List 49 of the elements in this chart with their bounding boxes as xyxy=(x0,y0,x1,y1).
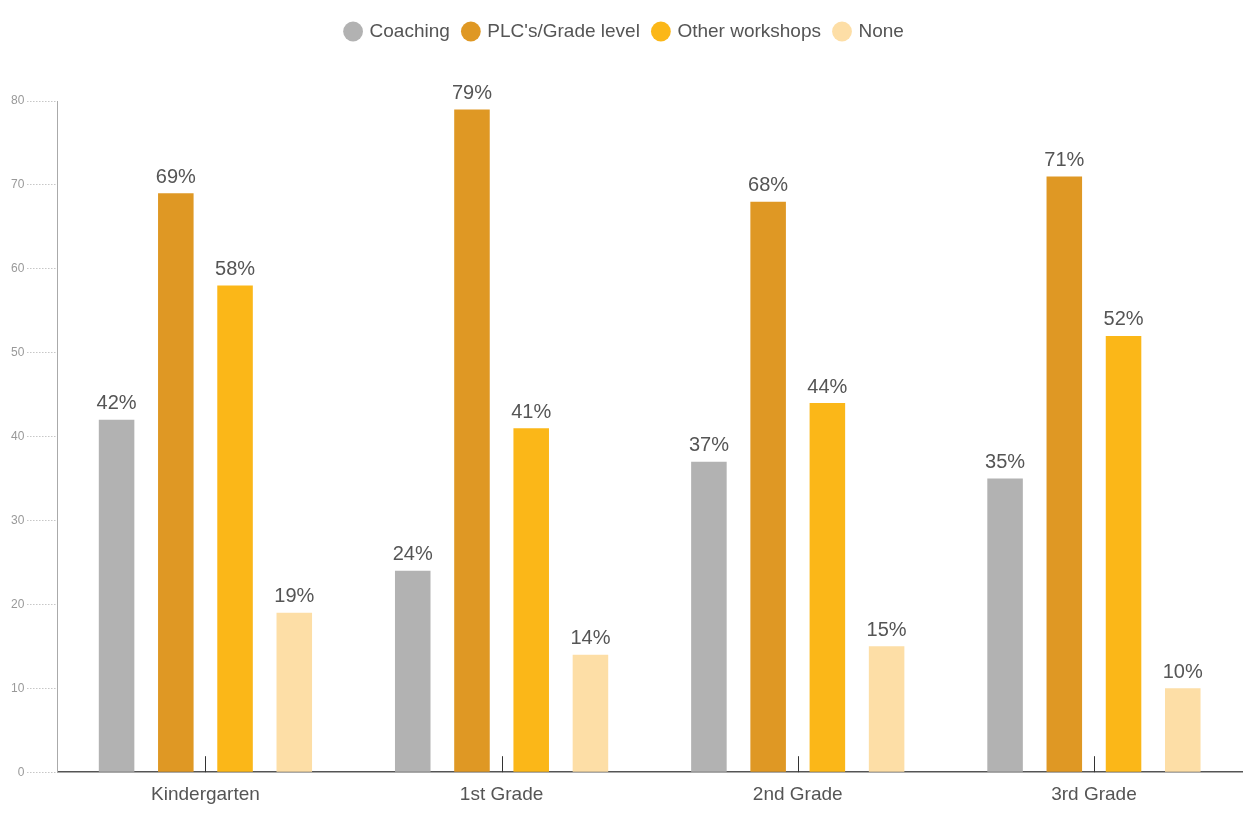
legend-label: Other workshops xyxy=(677,19,822,41)
data-label: 19% xyxy=(274,584,315,607)
y-tick-label: 10 xyxy=(10,680,25,695)
data-label: 24% xyxy=(392,542,433,565)
bar xyxy=(454,109,490,772)
bar xyxy=(158,193,194,772)
y-tick-label: 20 xyxy=(10,596,25,611)
bar xyxy=(276,612,313,772)
bar xyxy=(513,428,549,772)
bar xyxy=(572,654,609,772)
data-label: 37% xyxy=(688,433,730,456)
data-label: 58% xyxy=(215,257,256,280)
x-tick-label: 3rd Grade xyxy=(1051,782,1137,804)
y-tick-label: 80 xyxy=(10,93,25,108)
data-label: 71% xyxy=(1044,148,1085,171)
data-label: 35% xyxy=(985,450,1026,473)
y-tick-label: 40 xyxy=(10,428,25,443)
data-label: 69% xyxy=(155,164,197,187)
bar xyxy=(1165,688,1201,772)
legend-label: Coaching xyxy=(369,19,450,41)
bar xyxy=(98,419,135,772)
data-label: 15% xyxy=(866,617,907,640)
legend-label: None xyxy=(858,19,904,41)
bar xyxy=(394,570,431,772)
data-label: 42% xyxy=(96,391,137,414)
bar xyxy=(1046,176,1083,772)
y-tick-label: 30 xyxy=(10,512,25,527)
bar xyxy=(868,646,905,772)
data-label: 41% xyxy=(511,399,552,422)
data-label: 68% xyxy=(748,173,789,196)
data-label: 79% xyxy=(451,80,493,103)
bar xyxy=(691,461,727,772)
bar xyxy=(1105,335,1142,772)
x-tick-label: 1st Grade xyxy=(459,782,544,804)
bar xyxy=(809,403,846,772)
y-tick-label: 60 xyxy=(10,261,25,276)
data-label: 14% xyxy=(570,626,611,649)
bar xyxy=(987,478,1023,772)
y-tick-label: 70 xyxy=(10,177,25,192)
x-tick-label: 2nd Grade xyxy=(752,782,843,804)
y-tick-label: 50 xyxy=(10,345,25,360)
data-label: 10% xyxy=(1162,659,1203,682)
data-label: 52% xyxy=(1103,307,1144,330)
data-label: 44% xyxy=(807,374,848,397)
bar xyxy=(217,285,253,772)
bar xyxy=(750,201,786,772)
y-tick-label: 0 xyxy=(17,764,25,779)
x-tick-label: Kindergarten xyxy=(151,782,260,804)
legend-label: PLC's/Grade level xyxy=(487,19,640,41)
